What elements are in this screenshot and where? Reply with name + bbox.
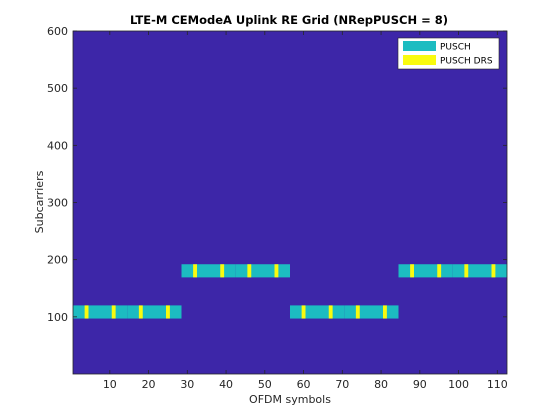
drs-column-7-2 [437,264,442,278]
drs-column-4-1 [247,264,252,278]
x-tick-label: 90 [413,378,427,391]
y-tick-label: 300 [47,197,68,210]
pusch-block-2 [127,305,182,319]
y-axis-label: Subcarriers [33,170,46,233]
legend-swatch-drs [403,55,436,65]
pusch-block-7 [398,264,453,278]
x-tick-label: 40 [219,378,233,391]
y-tick-label: 100 [47,311,68,324]
pusch-block-4 [235,264,290,278]
drs-column-3-2 [220,264,225,278]
x-tick-label: 110 [487,378,508,391]
drs-column-3-1 [193,264,197,278]
pusch-block-3 [181,264,236,278]
x-tick-label: 30 [180,378,194,391]
drs-column-6-2 [383,305,387,319]
x-axis-label: OFDM symbols [249,393,331,406]
legend: PUSCH PUSCH DRS [397,37,500,70]
legend-label-pusch: PUSCH [440,43,471,53]
x-tick-label: 70 [335,378,349,391]
x-axis: 10 20 30 40 50 60 70 80 90 100 110 [103,31,508,391]
x-tick-label: 50 [258,378,272,391]
x-tick-label: 60 [297,378,311,391]
drs-column-4-2 [274,264,279,278]
legend-swatch-pusch [403,41,436,51]
y-tick-label: 500 [47,82,68,95]
pusch-block-1 [73,305,128,319]
drs-column-2-1 [138,305,143,319]
x-tick-label: 10 [103,378,117,391]
drs-column-1-2 [111,305,116,319]
re-grid-layer [73,264,507,319]
x-tick-label: 100 [448,378,469,391]
pusch-block-8 [452,264,507,278]
y-tick-label: 200 [47,254,68,267]
legend-label-drs: PUSCH DRS [440,57,493,67]
drs-column-5-2 [328,305,333,319]
pusch-block-5 [290,305,345,319]
drs-column-5-1 [301,305,306,319]
chart-title: LTE-M CEModeA Uplink RE Grid (NRepPUSCH … [130,13,448,27]
drs-column-2-2 [166,305,170,319]
drs-column-7-1 [410,264,414,278]
drs-column-8-1 [464,264,469,278]
x-tick-label: 20 [142,378,156,391]
y-tick-label: 400 [47,139,68,152]
pusch-block-6 [344,305,399,319]
y-tick-label: 600 [47,25,68,38]
drs-column-6-1 [355,305,360,319]
plot-area [73,31,507,374]
drs-column-1-1 [84,305,89,319]
x-tick-label: 80 [374,378,388,391]
drs-column-8-2 [491,264,496,278]
y-axis: 100 200 300 400 500 600 [47,25,507,324]
